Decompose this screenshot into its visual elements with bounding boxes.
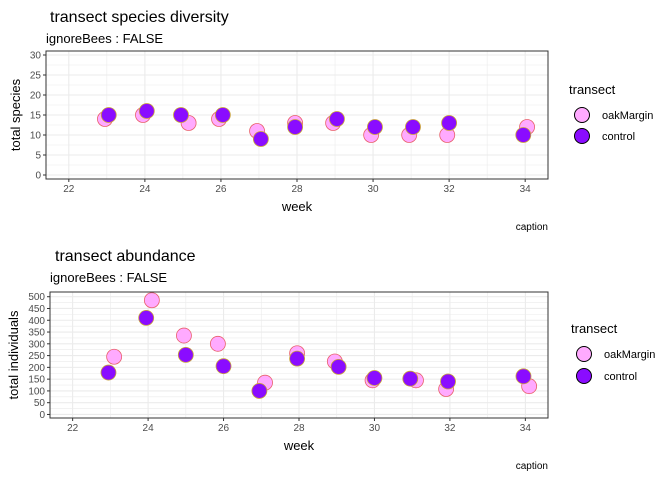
abundance-panel: transect abundance ignoreBees : FALSE 22… xyxy=(0,240,672,480)
y-tick-label: 15 xyxy=(30,111,42,122)
legend-key-control xyxy=(576,368,592,384)
data-points xyxy=(97,103,535,147)
y-tick-label: 150 xyxy=(28,375,45,386)
point-control xyxy=(366,370,383,386)
grid-lines xyxy=(50,292,548,418)
point-control xyxy=(330,358,347,375)
x-tick-label: 32 xyxy=(444,423,456,434)
abundance-chart: transect abundance ignoreBees : FALSE 22… xyxy=(6,248,655,472)
species-diversity-chart: transect species diversity ignoreBees : … xyxy=(8,9,653,233)
y-tick-label: 400 xyxy=(28,316,45,327)
point-control xyxy=(515,368,532,385)
point-control xyxy=(138,103,155,119)
species-diversity-panel: transect species diversity ignoreBees : … xyxy=(8,9,653,233)
legend-label-control: control xyxy=(604,371,637,383)
legend-label-control: control xyxy=(602,131,635,143)
point-control xyxy=(329,111,345,127)
legend-label-oakmargin: oakMargin xyxy=(604,349,655,361)
chart-subtitle: ignoreBees : FALSE xyxy=(50,270,167,285)
legend-title: transect xyxy=(571,321,618,336)
axis-ticks: 22 24 26 28 30 32 34 05010015020025030035040045… xyxy=(28,292,531,434)
point-control xyxy=(100,364,117,381)
y-tick-label: 250 xyxy=(28,351,45,362)
chart-title: transect species diversity xyxy=(50,9,229,26)
point-control xyxy=(441,115,458,131)
point-oakmargin xyxy=(106,348,123,365)
legend-title: transect xyxy=(569,82,616,97)
x-tick-label: 24 xyxy=(143,423,155,434)
y-tick-label: 5 xyxy=(35,151,41,162)
y-tick-label: 20 xyxy=(30,91,42,102)
point-control xyxy=(251,383,268,399)
legend: transect oakMargin control xyxy=(569,82,653,144)
data-points xyxy=(100,292,538,399)
x-tick-label: 34 xyxy=(520,184,532,195)
point-oakmargin xyxy=(143,292,160,309)
point-control xyxy=(214,107,231,123)
y-tick-label: 200 xyxy=(28,363,45,374)
legend-key-control xyxy=(574,128,590,144)
y-tick-label: 450 xyxy=(28,304,45,315)
point-control xyxy=(138,310,155,326)
x-tick-label: 34 xyxy=(520,423,532,434)
y-tick-label: 0 xyxy=(39,410,45,421)
x-tick-label: 26 xyxy=(218,423,230,434)
x-tick-label: 28 xyxy=(291,184,303,195)
point-control xyxy=(515,127,532,143)
point-control xyxy=(287,119,303,135)
x-tick-label: 24 xyxy=(139,184,151,195)
y-tick-label: 100 xyxy=(28,386,45,397)
chart-caption: caption xyxy=(516,461,548,472)
y-tick-label: 350 xyxy=(28,328,45,339)
point-oakmargin xyxy=(176,327,192,344)
legend-key-oakmargin xyxy=(574,107,590,123)
x-tick-label: 22 xyxy=(67,423,79,434)
chart-subtitle: ignoreBees : FALSE xyxy=(46,31,163,46)
x-tick-label: 30 xyxy=(369,423,381,434)
y-tick-label: 500 xyxy=(28,292,45,303)
grid-lines xyxy=(46,51,548,179)
legend-label-oakmargin: oakMargin xyxy=(602,110,653,122)
y-tick-label: 25 xyxy=(30,71,42,82)
y-tick-label: 0 xyxy=(35,171,41,182)
point-control xyxy=(100,107,117,123)
x-tick-label: 28 xyxy=(293,423,305,434)
x-axis-title: week xyxy=(281,199,313,214)
point-control xyxy=(177,346,194,363)
x-tick-label: 22 xyxy=(63,184,75,195)
chart-title: transect abundance xyxy=(55,248,196,265)
point-control xyxy=(402,370,419,387)
chart-caption: caption xyxy=(516,222,548,233)
y-tick-label: 300 xyxy=(28,339,45,350)
point-control xyxy=(215,358,232,375)
point-control xyxy=(289,350,306,367)
y-axis-title: total individuals xyxy=(6,310,21,399)
legend-key-oakmargin xyxy=(576,346,592,362)
axis-ticks: 22 24 26 28 30 32 34 0 5 10 15 20 25 30 xyxy=(30,51,531,196)
x-axis-title: week xyxy=(283,438,315,453)
y-tick-label: 30 xyxy=(30,51,42,62)
point-control xyxy=(173,107,189,123)
y-tick-label: 50 xyxy=(34,398,46,409)
point-control xyxy=(367,119,383,135)
y-axis-title: total species xyxy=(8,78,23,151)
x-tick-label: 26 xyxy=(215,184,227,195)
x-tick-label: 32 xyxy=(444,184,456,195)
legend: transect oakMargin control xyxy=(571,321,655,384)
point-control xyxy=(252,131,269,147)
point-control xyxy=(405,119,421,135)
point-oakmargin xyxy=(209,335,226,352)
y-tick-label: 10 xyxy=(30,131,42,142)
point-control xyxy=(440,373,456,390)
x-tick-label: 30 xyxy=(367,184,379,195)
